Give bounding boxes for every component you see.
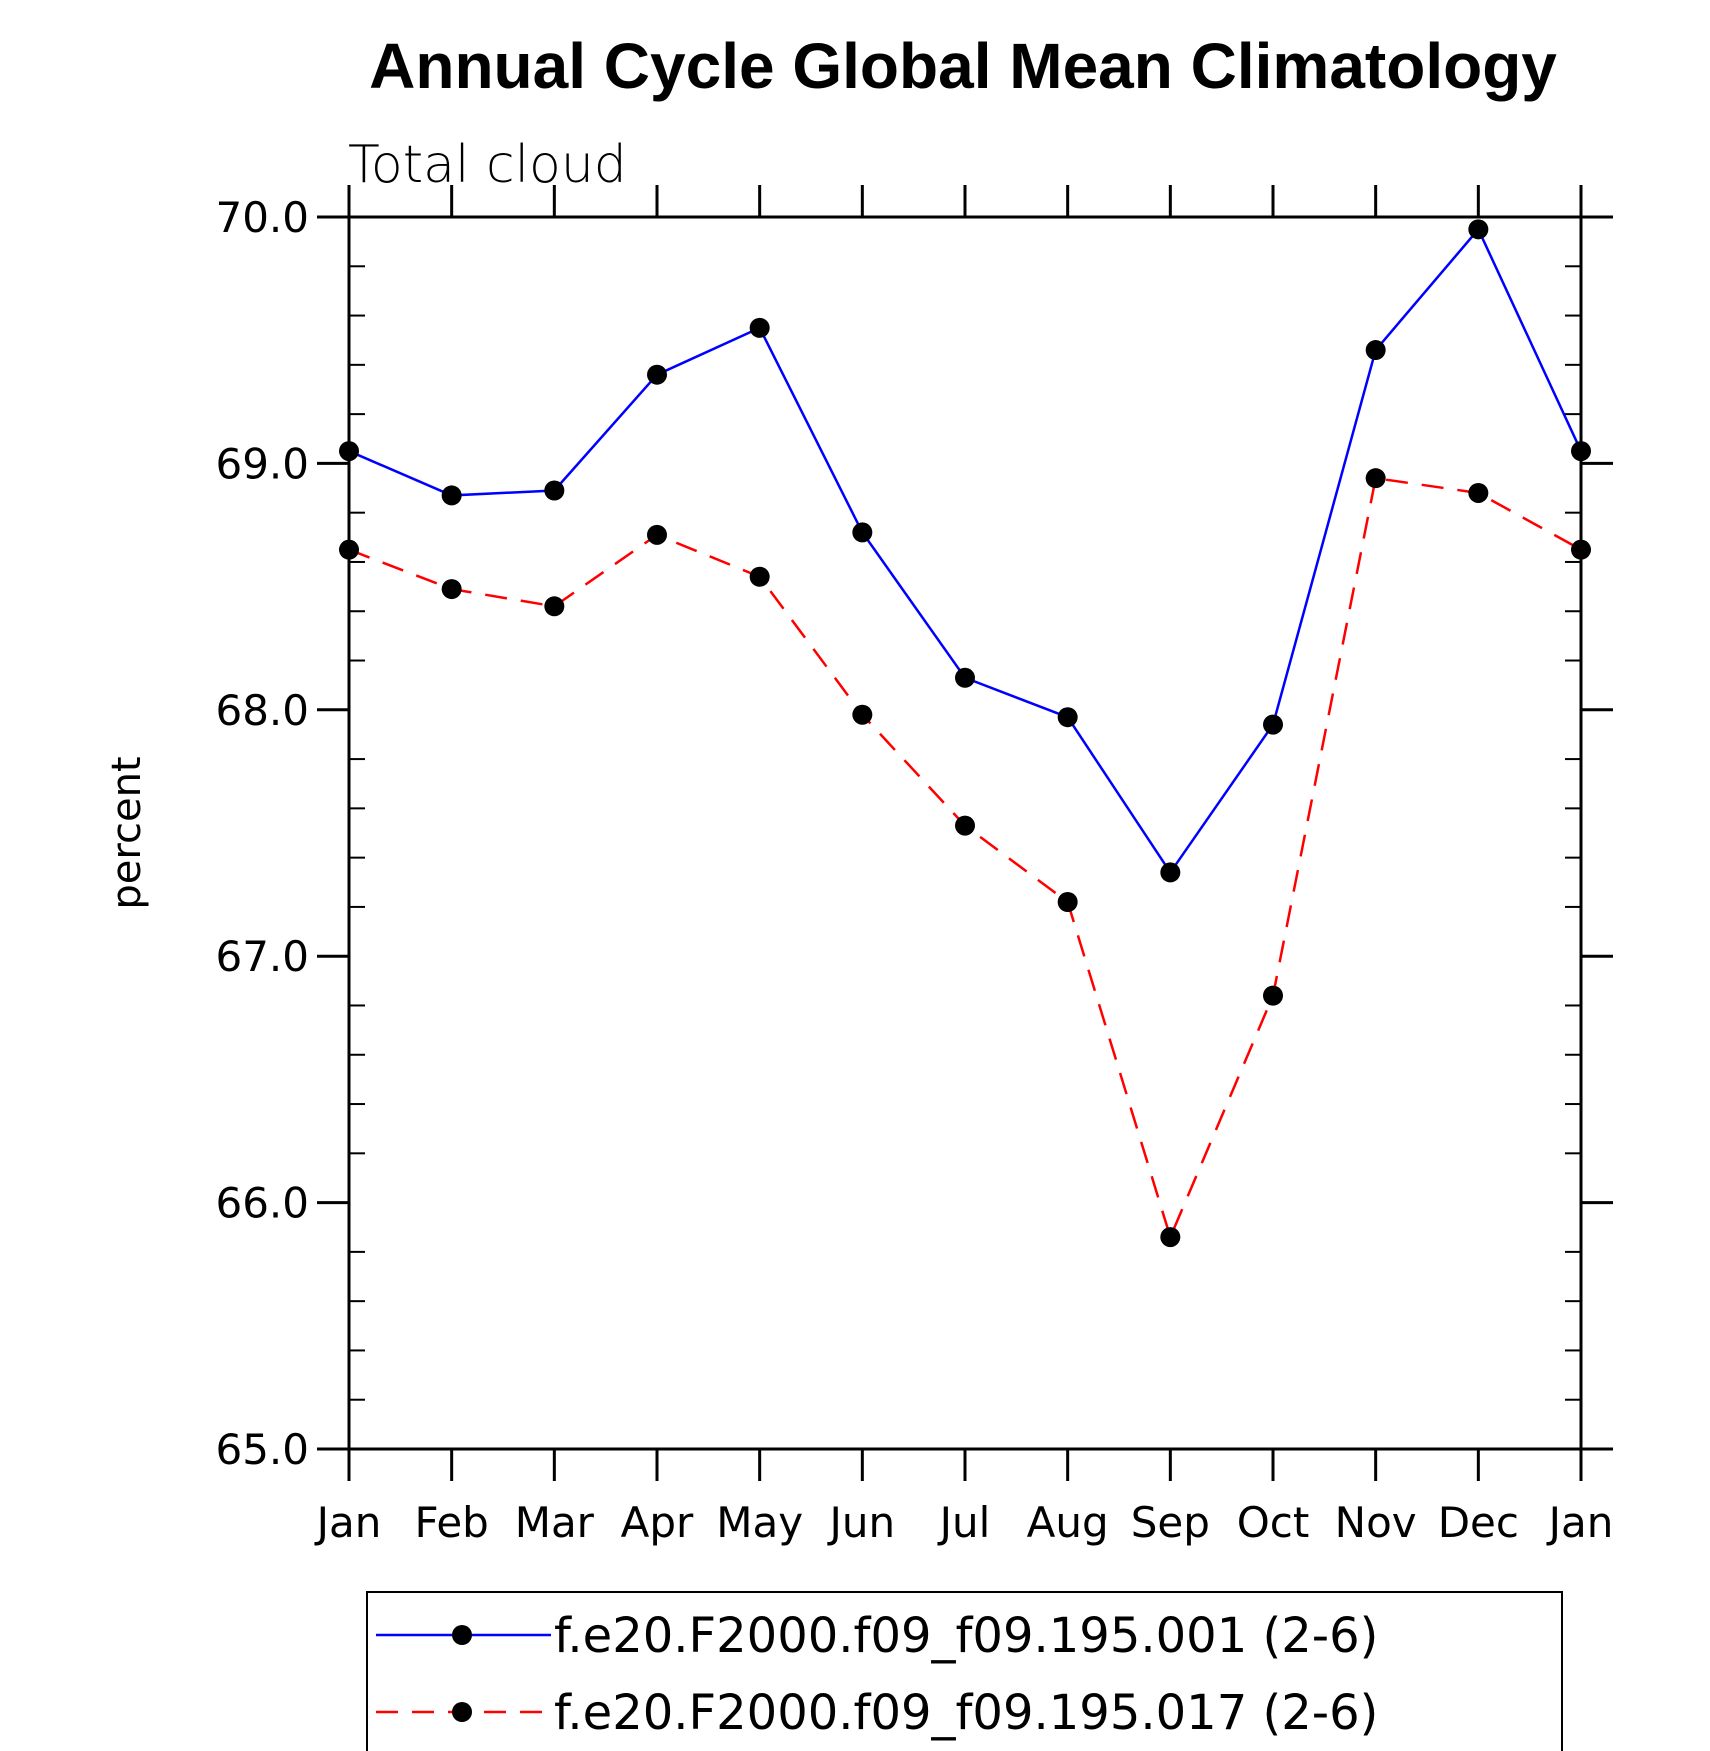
data-point-series-2 — [749, 566, 770, 587]
data-point-series-2 — [544, 596, 565, 617]
plot-area — [339, 219, 1591, 1248]
x-tick-label: Feb — [414, 1498, 488, 1547]
x-tick-label: Jul — [937, 1498, 991, 1547]
y-tick-label: 69.0 — [215, 439, 309, 488]
legend-box — [366, 1591, 1563, 1751]
x-tick-label: Oct — [1237, 1498, 1310, 1547]
legend-marker-series-2 — [452, 1702, 472, 1722]
data-point-series-2 — [1263, 985, 1283, 1006]
data-point-series-2 — [1468, 482, 1489, 503]
y-tick-label: 65.0 — [215, 1425, 309, 1474]
legend-label-series-1: f.e20.F2000.f09_f09.195.001 (2-6) — [554, 1608, 1378, 1664]
y-tick-label: 67.0 — [215, 932, 309, 981]
data-point-series-1 — [647, 364, 667, 385]
y-tick-label: 70.0 — [215, 193, 309, 242]
x-tick-label: Jun — [827, 1498, 896, 1547]
plot-frame — [347, 215, 1583, 1451]
legend-item: f.e20.F2000.f09_f09.195.001 (2-6) — [376, 1608, 1378, 1664]
data-point-series-2 — [441, 579, 462, 600]
x-tick-label: Jan — [314, 1498, 382, 1547]
data-point-series-1 — [441, 485, 462, 506]
data-point-series-2 — [1160, 1227, 1181, 1248]
data-point-series-1 — [852, 522, 873, 543]
x-tick-label: Apr — [621, 1498, 694, 1547]
axis-ticks: Jan Feb Mar Apr May Jun Jul Aug Sep Oct Nov Dec Jan6… — [215, 185, 1613, 1547]
data-point-series-2 — [1057, 891, 1078, 912]
y-tick-label: 68.0 — [215, 686, 309, 735]
data-point-series-1 — [544, 480, 565, 501]
legend-marker-series-1 — [452, 1625, 472, 1645]
data-point-series-1 — [749, 317, 770, 338]
x-tick-label: Nov — [1335, 1498, 1417, 1547]
data-point-series-1 — [1365, 340, 1386, 361]
series-line-1 — [348, 227, 1583, 875]
data-point-series-1 — [1263, 714, 1283, 735]
data-point-series-2 — [1365, 468, 1386, 489]
series-line-2 — [348, 476, 1582, 1241]
legend-label-series-2: f.e20.F2000.f09_f09.195.017 (2-6) — [554, 1685, 1378, 1741]
y-axis-label: percent — [104, 756, 150, 909]
data-point-series-2 — [647, 524, 667, 545]
data-point-series-1 — [1057, 707, 1078, 728]
x-tick-label: Dec — [1438, 1498, 1519, 1547]
legend-item: f.e20.F2000.f09_f09.195.017 (2-6) — [376, 1685, 1378, 1741]
data-point-series-2 — [955, 815, 975, 836]
x-tick-label: May — [716, 1498, 803, 1547]
chart-subtitle: Total cloud — [348, 135, 627, 195]
data-point-series-1 — [1468, 219, 1489, 240]
x-tick-label: Mar — [515, 1498, 595, 1547]
x-tick-label: Sep — [1131, 1498, 1210, 1547]
legend: f.e20.F2000.f09_f09.195.001 (2-6) f.e20.… — [366, 1591, 1563, 1751]
data-point-series-2 — [852, 704, 873, 725]
data-point-series-1 — [1160, 862, 1181, 883]
data-point-series-1 — [955, 667, 975, 688]
chart-title: Annual Cycle Global Mean Climatology — [369, 30, 1557, 102]
y-tick-label: 66.0 — [215, 1179, 309, 1228]
x-tick-label: Aug — [1027, 1498, 1109, 1547]
x-tick-label: Jan — [1546, 1498, 1614, 1547]
